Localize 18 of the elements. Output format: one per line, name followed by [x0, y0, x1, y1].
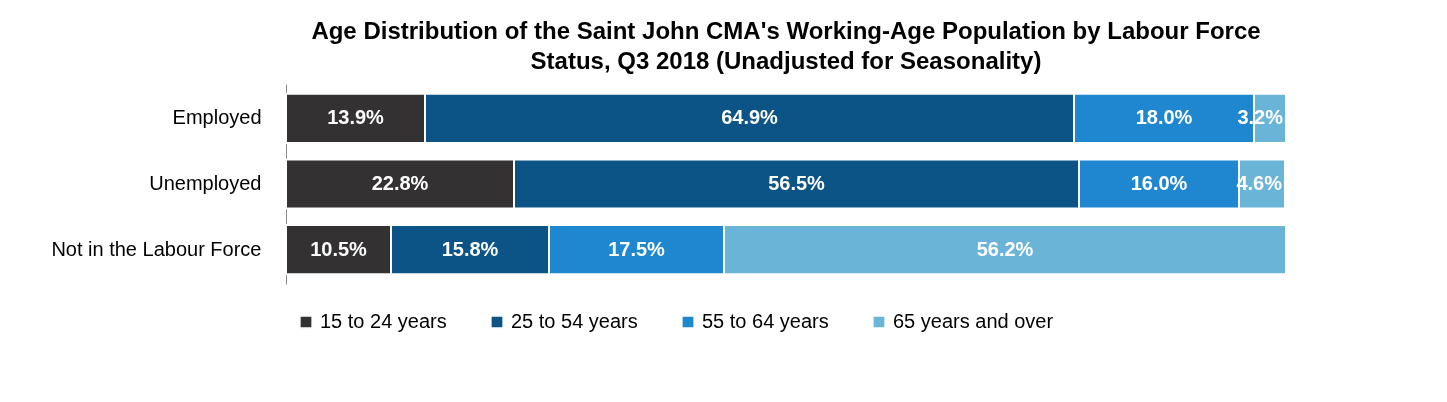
data-label: 22.8%: [371, 172, 429, 194]
data-label: 17.5%: [608, 237, 666, 260]
data-label: 64.9%: [721, 106, 779, 129]
data-label: 16.0%: [1130, 172, 1188, 194]
y-tick-label: Unemployed: [149, 172, 262, 194]
chart-title: Age Distribution of the Saint John CMA's Working-Age Population by Labour Force Status, Q3 2018 (Unadjusted for Seasonality): [311, 17, 1261, 74]
legend-label: 65 years and over: [893, 310, 1054, 332]
y-tick-label: Not in the Labour Force: [51, 237, 262, 260]
data-label: 13.9%: [327, 106, 385, 129]
legend-label: 15 to 24 years: [320, 310, 447, 332]
data-label: 18.0%: [1135, 106, 1193, 129]
legend-label: 55 to 64 years: [702, 310, 829, 332]
legend-label: 25 to 54 years: [511, 310, 638, 332]
data-label: 10.5%: [310, 237, 368, 260]
data-label: 15.8%: [441, 237, 499, 260]
y-tick-label: Employed: [172, 106, 262, 129]
data-label: 56.2%: [976, 237, 1034, 260]
data-label: 56.5%: [768, 172, 826, 194]
